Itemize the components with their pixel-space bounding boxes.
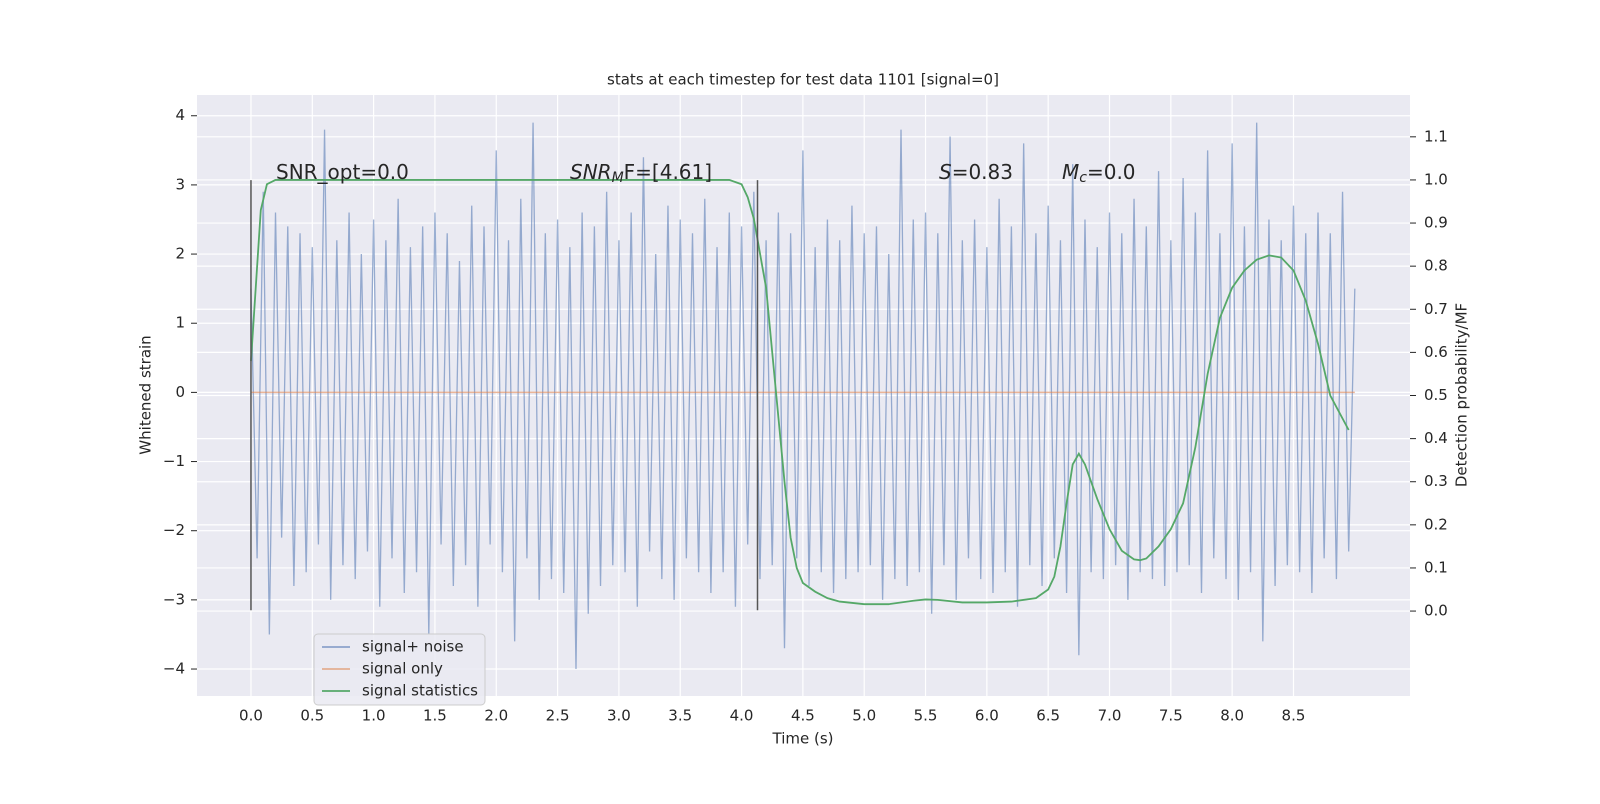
- annotation-italic: S: [939, 160, 952, 184]
- y-tick-label: 0: [175, 383, 185, 401]
- x-tick-label: 1.0: [362, 707, 386, 725]
- y-tick-label: −2: [163, 521, 185, 539]
- y-tick-label: 3: [175, 175, 185, 193]
- x-tick-label: 5.5: [914, 707, 938, 725]
- x-tick-label: 0.0: [239, 707, 263, 725]
- y-tick-label: 1: [175, 314, 185, 332]
- y-tick-label: 4: [175, 106, 185, 124]
- annotation-text: SNR_opt=0.0: [276, 160, 409, 184]
- x-tick-label: 8.0: [1220, 707, 1244, 725]
- annotation-subscript: c: [1079, 170, 1087, 186]
- y-tick-label: −1: [163, 452, 185, 470]
- x-tick-label: 7.0: [1098, 707, 1122, 725]
- annotation-subscript: M: [612, 170, 624, 186]
- y-tick-label: −4: [163, 660, 185, 678]
- y2-tick-label: 0.1: [1424, 558, 1448, 576]
- y-tick-label: −3: [163, 590, 185, 608]
- y2-axis-label: Detection probability/MF: [1453, 303, 1471, 487]
- annotation-text: =0.83: [952, 160, 1013, 184]
- y2-tick-label: 0.4: [1424, 429, 1448, 447]
- annotation: SNR_opt=0.0: [276, 160, 409, 184]
- x-tick-label: 8.5: [1282, 707, 1306, 725]
- legend-label: signal only: [362, 660, 443, 678]
- x-tick-label: 6.0: [975, 707, 999, 725]
- legend-box: [313, 633, 486, 706]
- y2-tick-label: 0.2: [1424, 515, 1448, 533]
- annotation-italic: M: [1062, 160, 1079, 184]
- y2-tick-label: 0.3: [1424, 472, 1448, 490]
- x-tick-label: 3.5: [668, 707, 692, 725]
- y2-tick-label: 0.0: [1424, 602, 1448, 620]
- legend-label: signal+ noise: [362, 638, 464, 656]
- y2-tick-label: 0.5: [1424, 386, 1448, 404]
- y2-tick-label: 0.6: [1424, 343, 1448, 361]
- x-tick-label: 4.5: [791, 707, 815, 725]
- legend-label: signal statistics: [362, 682, 478, 700]
- x-axis-label: Time (s): [772, 730, 834, 748]
- y2-tick-label: 0.8: [1424, 257, 1448, 275]
- annotation: Mc=0.0: [1062, 160, 1136, 187]
- chart-title: stats at each timestep for test data 110…: [607, 71, 999, 89]
- x-tick-label: 5.0: [852, 707, 876, 725]
- series-line: [250, 179, 1350, 606]
- y2-tick-label: 1.0: [1424, 170, 1448, 188]
- x-tick-label: 0.5: [300, 707, 324, 725]
- series-line: [250, 122, 1356, 670]
- annotation-text: =0.0: [1087, 160, 1136, 184]
- annotation-italic: SNR: [570, 160, 612, 184]
- x-tick-label: 3.0: [607, 707, 631, 725]
- x-tick-label: 2.5: [546, 707, 570, 725]
- x-tick-label: 6.5: [1036, 707, 1060, 725]
- y2-tick-label: 0.9: [1424, 214, 1448, 232]
- x-tick-label: 1.5: [423, 707, 447, 725]
- annotation-text: F=[4.61]: [624, 160, 712, 184]
- y2-tick-label: 0.7: [1424, 300, 1448, 318]
- x-tick-label: 2.0: [484, 707, 508, 725]
- annotation: S=0.83: [939, 160, 1013, 184]
- y-axis-label: Whitened strain: [137, 335, 155, 454]
- y-tick-label: 2: [175, 245, 185, 263]
- y2-tick-label: 1.1: [1424, 127, 1448, 145]
- annotation: SNRMF=[4.61]: [570, 160, 712, 187]
- x-tick-label: 7.5: [1159, 707, 1183, 725]
- x-tick-label: 4.0: [730, 707, 754, 725]
